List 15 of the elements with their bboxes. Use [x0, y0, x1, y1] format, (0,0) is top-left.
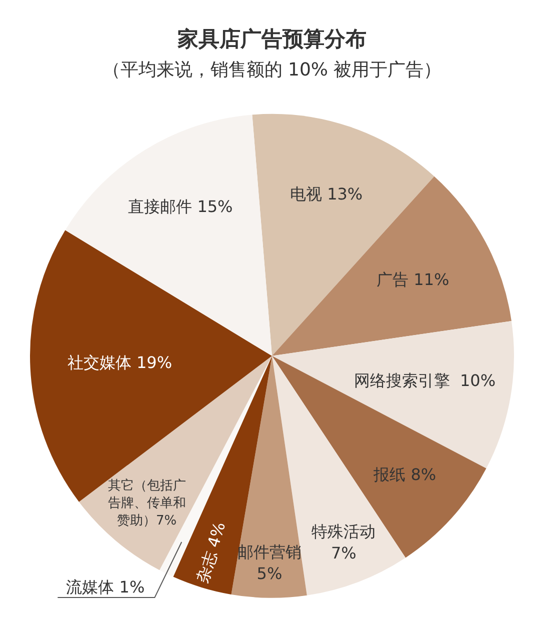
slice-label: 直接邮件 15%: [128, 196, 233, 216]
chart-title: 家具店广告预算分布: [176, 27, 366, 52]
slice-label: 广告 11%: [376, 270, 450, 289]
slice-label: 杂志 4%: [192, 520, 230, 585]
slice-label: 社交媒体 19%: [67, 352, 172, 372]
slice-label: 其它（包括广告牌、传单和赞助）7%: [108, 477, 186, 528]
slice-label: 网络搜索引擎 10%: [354, 371, 496, 390]
chart-subtitle: （平均来说，销售额的 10% 被用于广告）: [102, 60, 442, 81]
slice-label: 邮件营销: [237, 542, 302, 562]
slice-label: 流媒体 1%: [66, 578, 145, 597]
data-label: 7%: [330, 544, 356, 562]
data-label: 5%: [256, 564, 282, 583]
slice-label: 电视 13%: [290, 184, 363, 204]
slice-label: 报纸 8%: [372, 465, 436, 484]
slice-label: 特殊活动: [312, 522, 376, 541]
